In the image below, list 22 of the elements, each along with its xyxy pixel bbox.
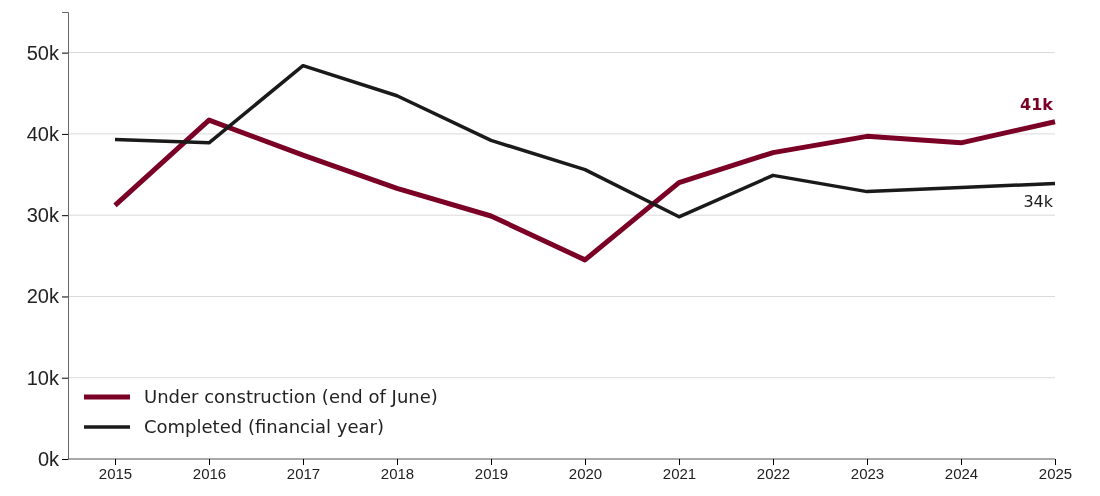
y-tick-label: 10k bbox=[26, 366, 60, 389]
x-tick-label: 2015 bbox=[98, 464, 133, 482]
x-tick-label: 2016 bbox=[192, 464, 227, 482]
x-tick-label: 2021 bbox=[662, 464, 697, 482]
y-tick-label: 50k bbox=[26, 41, 60, 64]
y-tick-label: 20k bbox=[26, 285, 60, 308]
x-tick-label: 2020 bbox=[568, 464, 603, 482]
annotation: 41k bbox=[1020, 94, 1054, 114]
x-tick-label: 2017 bbox=[286, 464, 321, 482]
line-series bbox=[113, 63, 1057, 219]
x-tick-label: 2025 bbox=[1038, 464, 1073, 482]
legend-label: Completed (financial year) bbox=[144, 416, 384, 437]
y-tick-label: 40k bbox=[26, 122, 60, 145]
legend-label: Under construction (end of June) bbox=[144, 386, 438, 407]
y-tick-label: 30k bbox=[26, 204, 60, 227]
annotation: 34k bbox=[1023, 192, 1054, 212]
x-tick-label: 2018 bbox=[380, 464, 415, 482]
x-tick-label: 2023 bbox=[850, 464, 885, 482]
y-tick-label: 0k bbox=[37, 447, 60, 470]
x-tick-label: 2019 bbox=[474, 464, 509, 482]
x-tick-label: 2024 bbox=[944, 464, 979, 482]
x-tick-label: 2022 bbox=[756, 464, 791, 482]
